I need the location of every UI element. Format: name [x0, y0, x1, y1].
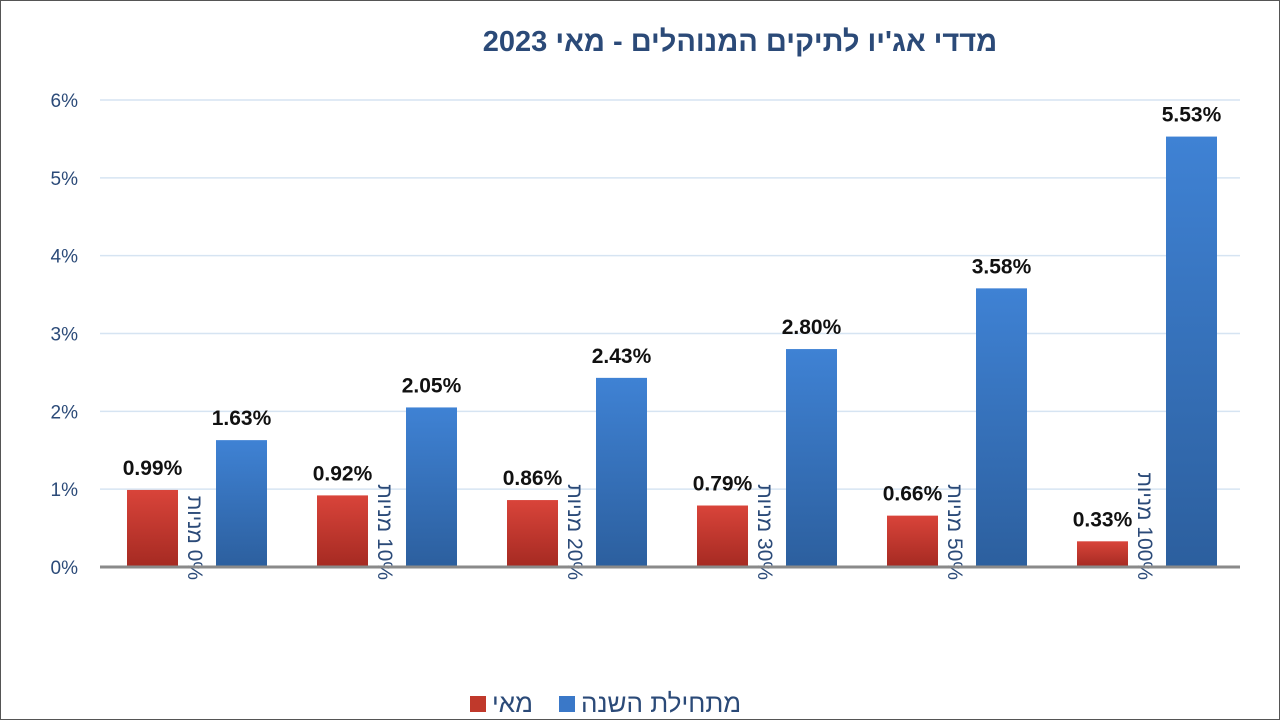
y-tick-label: 6% — [51, 91, 79, 112]
data-label: 0.79% — [693, 473, 753, 496]
data-label: 2.43% — [592, 345, 652, 368]
x-tick-label: 0% מניות — [183, 496, 206, 580]
data-label: 3.58% — [972, 255, 1032, 278]
data-label: 0.86% — [503, 467, 563, 490]
bar-may — [887, 515, 938, 567]
bar-ytd — [596, 377, 647, 567]
x-tick-label: 50% מניות — [943, 484, 966, 580]
data-label: 1.63% — [212, 407, 272, 430]
x-tick-label: 30% מניות — [753, 484, 776, 580]
y-tick-label: 2% — [51, 402, 79, 423]
y-tick-label: 1% — [51, 480, 79, 501]
y-tick-label: 5% — [51, 169, 79, 190]
chart-title: מדדי אג'יו לתיקים המנוהלים - מאי 2023 — [482, 26, 998, 58]
y-tick-label: 4% — [51, 247, 79, 268]
data-label: 0.99% — [123, 457, 183, 480]
y-tick-label: 3% — [51, 325, 79, 346]
legend-label-may: מאי — [492, 688, 533, 718]
y-tick-label: 0% — [51, 558, 79, 579]
legend-label-ytd: מתחילת השנה — [580, 688, 742, 718]
bar-may — [317, 495, 368, 567]
data-label: 2.80% — [782, 316, 842, 339]
legend: מתחילת השנה מאי — [470, 688, 741, 719]
legend-swatch-ytd — [558, 695, 575, 712]
data-label: 2.05% — [402, 374, 462, 397]
data-label: 0.33% — [1073, 508, 1133, 531]
data-label: 5.53% — [1162, 104, 1222, 127]
x-tick-label: 100% מניות — [1133, 472, 1156, 580]
x-tick-label: 10% מניות — [373, 484, 396, 580]
bar-ytd — [406, 407, 457, 567]
bar-may — [507, 500, 558, 567]
data-label: 0.66% — [883, 483, 943, 506]
bar-ytd — [786, 349, 837, 567]
bar-ytd — [1166, 136, 1217, 567]
bar-may — [697, 505, 748, 567]
bar-may — [127, 489, 178, 567]
legend-item-ytd: מתחילת השנה — [558, 688, 742, 719]
bar-ytd — [216, 440, 267, 567]
bar-may — [1077, 541, 1128, 567]
legend-item-may: מאי — [470, 688, 533, 719]
legend-swatch-may — [470, 695, 486, 712]
bar-ytd — [976, 288, 1027, 567]
x-tick-label: 20% מניות — [563, 484, 586, 580]
data-label: 0.92% — [313, 462, 373, 485]
